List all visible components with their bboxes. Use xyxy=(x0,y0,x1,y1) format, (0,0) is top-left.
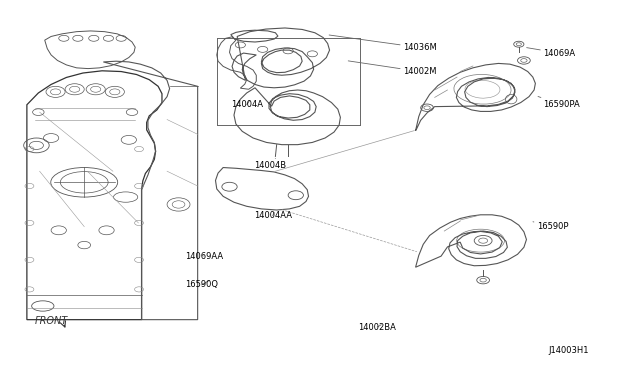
Text: 16590Q: 16590Q xyxy=(185,280,218,289)
Text: 14036M: 14036M xyxy=(329,35,436,52)
Text: FRONT: FRONT xyxy=(35,316,68,326)
Text: 14069AA: 14069AA xyxy=(185,251,223,261)
Text: 14002M: 14002M xyxy=(348,61,436,76)
Text: 14004AA: 14004AA xyxy=(253,211,292,220)
Text: 16590P: 16590P xyxy=(533,222,568,231)
Text: 14069A: 14069A xyxy=(527,48,575,58)
Text: J14003H1: J14003H1 xyxy=(548,346,589,355)
Text: 14004A: 14004A xyxy=(231,100,263,109)
Text: 16590PA: 16590PA xyxy=(538,96,580,109)
Text: 14002BA: 14002BA xyxy=(358,323,396,331)
Text: 14004B: 14004B xyxy=(253,158,286,170)
